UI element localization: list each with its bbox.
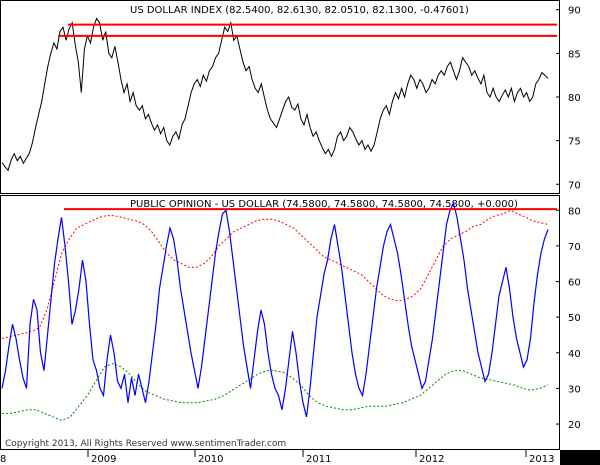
top-y-tick-label: 70 — [568, 180, 581, 191]
top-y-tick-label: 85 — [568, 49, 581, 60]
copyright-text: Copyright 2013, All Rights Reserved www.… — [5, 439, 286, 449]
x-tick-label: 2009 — [91, 454, 116, 465]
public-opinion-line — [1, 201, 549, 418]
bottom-y-tick-label: 30 — [568, 384, 581, 395]
corner-box — [560, 450, 600, 465]
bottom-y-tick-label: 60 — [568, 278, 581, 289]
top-plot-frame — [0, 0, 560, 194]
bottom-chart-title: PUBLIC OPINION - US DOLLAR (74.5800, 74.… — [130, 199, 518, 210]
bottom-y-tick-label: 40 — [568, 349, 581, 360]
bottom-y-axis: 20 30 40 50 60 70 80 — [556, 206, 581, 431]
bottom-series-group — [1, 201, 557, 422]
x-tick-label: 2010 — [198, 454, 223, 465]
top-y-tick-label: 80 — [568, 93, 581, 104]
bottom-y-tick-label: 70 — [568, 242, 581, 253]
x-tick-label: 8 — [0, 454, 6, 465]
x-axis: 2009 2010 2011 2012 2013 8 — [0, 449, 554, 465]
top-y-axis: 70 75 80 85 90 — [556, 6, 581, 191]
top-y-tick-label: 90 — [568, 6, 581, 17]
x-tick-label: 2012 — [419, 454, 444, 465]
us-dollar-index-line — [1, 17, 549, 172]
upper-band-line — [1, 209, 549, 339]
bottom-y-tick-label: 20 — [568, 420, 581, 431]
bottom-y-tick-label: 50 — [568, 313, 581, 324]
x-tick-label: 2011 — [306, 454, 331, 465]
top-y-tick-label: 75 — [568, 137, 581, 148]
top-chart-title: US DOLLAR INDEX (82.5400, 82.6130, 82.05… — [130, 5, 469, 16]
lower-band-line — [2, 362, 549, 422]
top-series-group — [1, 17, 557, 172]
bottom-plot-frame — [0, 195, 560, 450]
x-tick-label: 2013 — [529, 454, 554, 465]
bottom-y-tick-label: 80 — [568, 206, 581, 217]
